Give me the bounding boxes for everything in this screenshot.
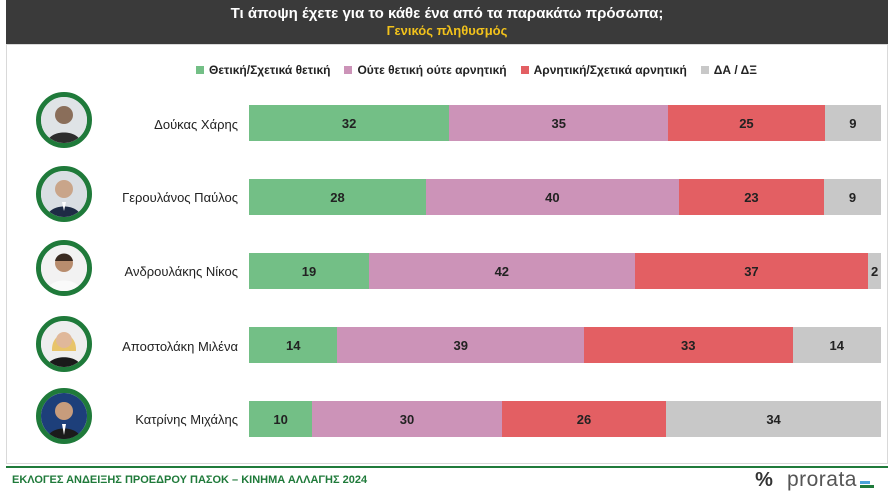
bar-segment-neutral: 42 [369,253,635,289]
footer-caption: ΕΚΛΟΓΕΣ ΑΝΔΕΙΞΗΣ ΠΡΟΕΔΡΟΥ ΠΑΣΟΚ – ΚΙΝΗΜΑ… [12,474,368,486]
brand-bars-icon [860,472,874,488]
person-icon [41,321,87,367]
data-label: 19 [301,263,317,279]
avatar-doukas [36,92,92,148]
row-label-doukas: Δούκας Χάρης [154,117,238,132]
data-label: 33 [680,337,696,353]
bar-segment-neutral: 39 [337,327,584,363]
legend-item-negative: Αρνητική/Σχετικά αρνητική [520,63,687,77]
chart-title: Τι άποψη έχετε για το κάθε ένα από τα πα… [230,5,664,22]
data-label: 40 [545,189,560,205]
data-label: 30 [399,411,415,427]
avatar-geroulanos [36,166,92,222]
data-label: 2 [871,263,879,279]
legend-item-positive: Θετική/Σχετικά θετική [196,63,330,77]
chart-subtitle: Γενικός πληθυσμός [386,23,508,38]
row-label-katrinis: Κατρίνης Μιχάλης [135,412,238,427]
person-icon [41,97,87,143]
bar-segment-positive: 28 [249,179,426,215]
bar-segment-dk: 34 [666,401,881,437]
legend-swatch-neutral [344,66,353,74]
row-label-androulakis: Ανδρουλάκης Νίκος [124,264,238,279]
bar-segment-dk: 14 [792,327,881,363]
data-label: 39 [453,337,468,353]
data-label: 34 [766,411,781,427]
bar-segment-positive: 14 [249,327,338,363]
data-label: 37 [744,263,759,279]
legend-label-positive: Θετική/Σχετικά θετική [209,63,331,77]
footer-divider [6,466,888,468]
data-label: 42 [494,263,510,279]
bar-segment-dk: 9 [824,179,881,215]
chart-legend: Θετική/Σχετικά θετική Ούτε θετική ούτε α… [196,62,771,78]
bar-segment-positive: 10 [249,401,313,437]
person-icon [41,245,87,291]
legend-label-neutral: Ούτε θετική ούτε αρνητική [357,63,507,77]
data-label: 10 [273,411,288,427]
legend-swatch-negative [520,66,529,74]
bar-segment-neutral: 35 [449,105,669,141]
bar-segment-negative: 26 [501,401,667,437]
brand-logo: % prorata [755,468,874,492]
legend-item-neutral: Ούτε θετική ούτε αρνητική [344,63,507,77]
bar-segment-neutral: 40 [425,179,679,215]
data-label: 9 [849,115,857,131]
bar-segment-dk: 2 [868,253,881,289]
bar-segment-dk: 9 [824,105,881,141]
avatar-apostolaki [36,316,92,372]
data-label: 26 [576,411,592,427]
legend-swatch-positive [196,66,204,74]
row-label-geroulanos: Γερουλάνος Παύλος [122,190,238,205]
data-label: 32 [341,115,357,131]
data-label: 35 [551,115,566,131]
bar-segment-negative: 23 [678,179,825,215]
legend-label-dk: ΔΑ / ΔΞ [713,63,757,77]
brand-percent-symbol: % [755,468,773,491]
bar-segment-negative: 25 [668,105,825,141]
data-label: 25 [739,115,754,131]
avatar-androulakis [36,240,92,296]
data-label: 23 [744,189,759,205]
avatar-katrinis [36,388,92,444]
bar-segment-negative: 37 [634,253,869,289]
chart-header: Τι άποψη έχετε για το κάθε ένα από τα πα… [6,0,888,44]
legend-item-dk: ΔΑ / ΔΞ [700,63,757,77]
person-icon [41,171,87,217]
legend-swatch-dk [700,66,709,74]
data-label: 28 [330,189,345,205]
data-label: 9 [848,189,857,205]
data-label: 14 [286,337,301,353]
person-icon [41,393,87,439]
bar-segment-positive: 19 [249,253,370,289]
row-label-apostolaki: Αποστολάκη Μιλένα [122,339,238,354]
bar-segment-negative: 33 [583,327,793,363]
bar-segment-neutral: 30 [312,401,502,437]
legend-label-negative: Αρνητική/Σχετικά αρνητική [533,63,687,77]
bar-segment-positive: 32 [249,105,450,141]
data-label: 14 [829,337,844,353]
brand-name: prorata [786,468,857,491]
